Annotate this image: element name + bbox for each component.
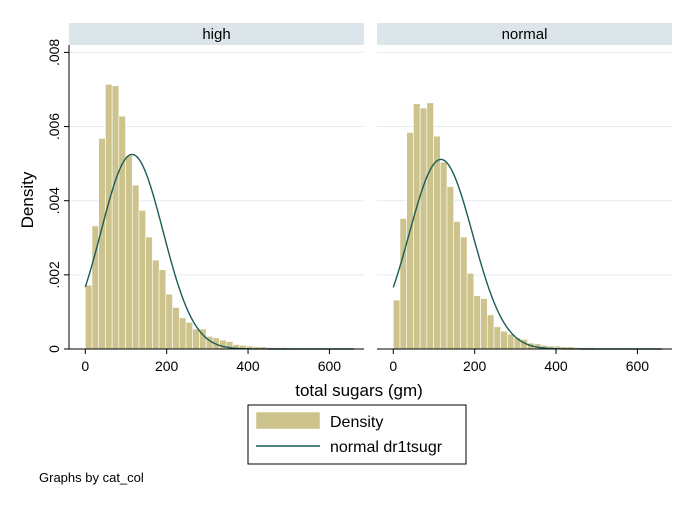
y-tick-label: 0	[46, 345, 62, 353]
legend: Density normal dr1tsugr	[247, 404, 467, 465]
histogram-bar	[480, 298, 488, 350]
x-tick-label: 200	[463, 358, 487, 374]
x-tick-label: 200	[155, 358, 179, 374]
histogram-bar	[158, 269, 167, 350]
histogram-bar	[486, 314, 495, 350]
histogram-bar	[105, 83, 113, 350]
histogram-bar	[118, 115, 126, 350]
x-tick-label: 600	[626, 358, 650, 374]
histogram-bar	[446, 186, 454, 350]
graphs-by-note: Graphs by cat_col	[39, 470, 144, 485]
histogram-bar	[138, 210, 146, 350]
panel-header	[69, 23, 364, 45]
x-tick-label: 0	[389, 358, 397, 374]
histogram-bar	[439, 161, 448, 350]
x-tick-label: 600	[318, 358, 342, 374]
histogram-bar	[426, 102, 434, 350]
histogram-bar	[453, 221, 461, 350]
histogram-bar	[507, 333, 515, 350]
panel-title: normal	[502, 26, 548, 43]
histogram-bar	[192, 328, 200, 350]
y-axis-title: Density	[18, 171, 37, 228]
histogram-bar	[152, 259, 160, 350]
panel-title: high	[202, 26, 230, 43]
x-tick-label: 0	[81, 358, 89, 374]
legend-label-density: Density	[330, 414, 383, 431]
histogram-bar	[460, 236, 468, 350]
histogram-bar	[413, 103, 421, 350]
x-tick-label: 400	[236, 358, 260, 374]
histogram-bar	[172, 307, 180, 350]
histogram-bar	[178, 317, 187, 350]
histogram-bar	[219, 339, 227, 350]
histogram-bar	[466, 273, 475, 350]
histogram-bar	[131, 184, 140, 350]
histogram-bar	[493, 326, 501, 350]
histogram-bar	[98, 138, 106, 350]
histogram-bar	[392, 299, 401, 350]
histogram-bar	[165, 293, 173, 350]
histogram-bar	[399, 218, 408, 350]
y-tick-label: .002	[46, 261, 62, 288]
histogram-bar	[145, 236, 153, 350]
y-tick-label: .004	[46, 187, 62, 214]
histogram-bar	[125, 155, 133, 350]
panel-normal: normal 0 200 400 600	[377, 23, 672, 374]
histogram-bar	[419, 107, 428, 350]
legend-swatch-density	[255, 411, 321, 430]
panel-high: high 0 200 400 600 0 .002 .004 .006 .008	[46, 23, 364, 374]
histogram-bar	[500, 330, 508, 350]
panels-layer: high 0 200 400 600 0 .002 .004 .006 .008 normal 0 20…	[46, 23, 672, 374]
x-tick-label: 400	[544, 358, 568, 374]
legend-label-normal: normal dr1tsugr	[330, 439, 443, 456]
x-axis-title: total sugars (gm)	[295, 381, 423, 400]
histogram-bar	[185, 322, 193, 350]
histogram-bar	[473, 295, 481, 350]
histogram-bar	[111, 85, 120, 350]
y-tick-label: .006	[46, 113, 62, 140]
histogram-bar	[433, 135, 441, 350]
histogram-bar	[84, 284, 93, 350]
panel-header	[377, 23, 672, 45]
y-tick-label: .008	[46, 39, 62, 66]
